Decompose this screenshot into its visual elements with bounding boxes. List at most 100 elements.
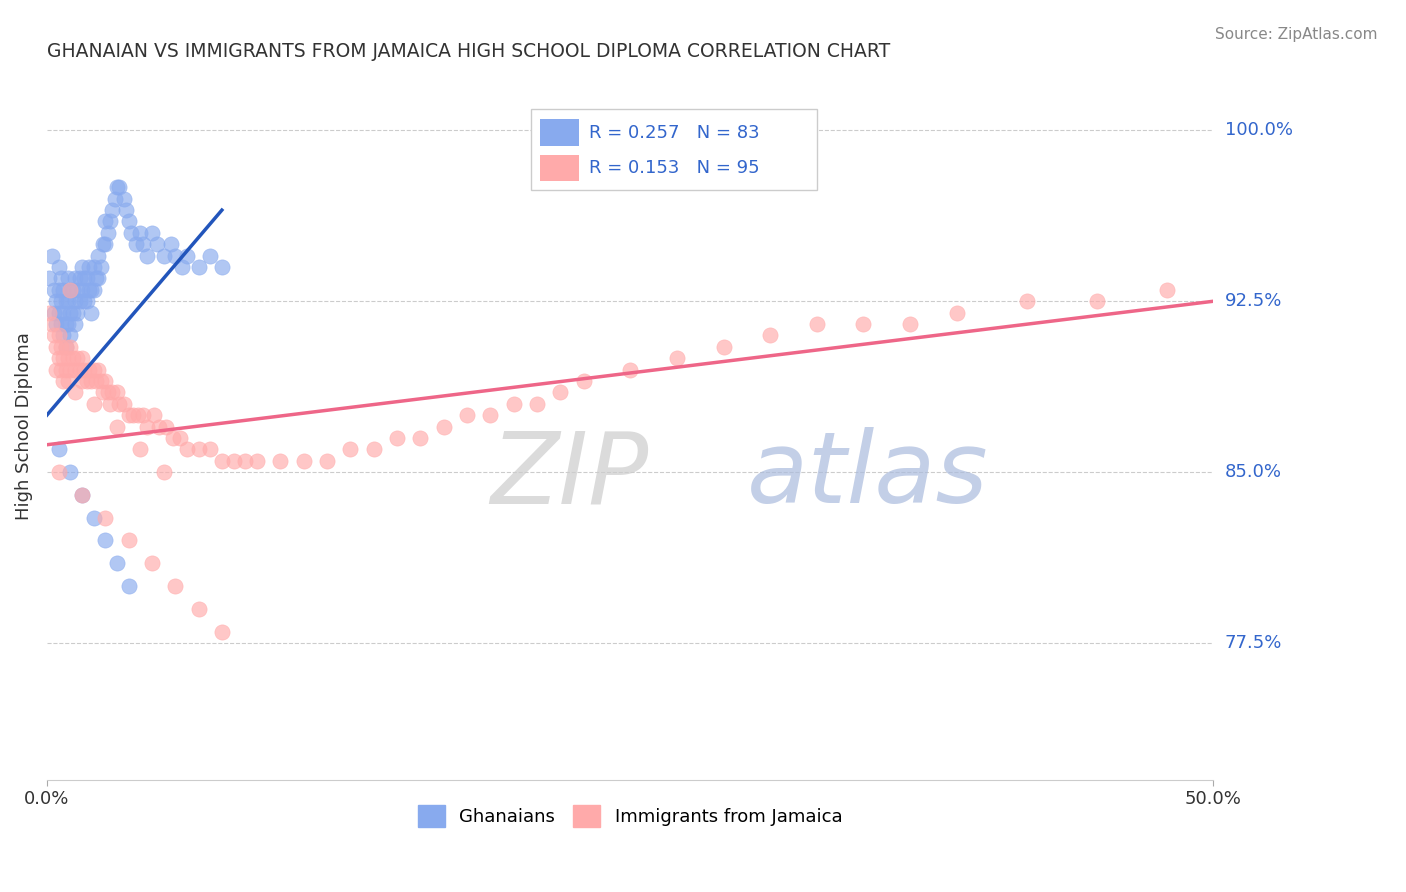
Point bbox=[73, 362, 96, 376]
Point bbox=[176, 249, 198, 263]
Point bbox=[70, 283, 93, 297]
Point bbox=[269, 453, 291, 467]
Point bbox=[1156, 283, 1178, 297]
Point bbox=[852, 317, 875, 331]
Text: 100.0%: 100.0% bbox=[1225, 121, 1292, 139]
Point bbox=[105, 419, 128, 434]
Point bbox=[117, 214, 139, 228]
Point bbox=[48, 442, 70, 457]
Point bbox=[162, 431, 184, 445]
Point bbox=[713, 340, 735, 354]
Point bbox=[80, 374, 103, 388]
Point bbox=[59, 465, 82, 479]
Point bbox=[66, 351, 89, 366]
Point bbox=[83, 397, 105, 411]
Point bbox=[339, 442, 361, 457]
Point bbox=[55, 340, 77, 354]
Point bbox=[42, 283, 65, 297]
Point bbox=[148, 419, 170, 434]
Point bbox=[63, 362, 86, 376]
Point bbox=[41, 249, 63, 263]
Text: 77.5%: 77.5% bbox=[1225, 634, 1282, 652]
Point bbox=[117, 533, 139, 548]
Point bbox=[63, 294, 86, 309]
Point bbox=[63, 385, 86, 400]
Point bbox=[87, 362, 110, 376]
Point bbox=[73, 271, 96, 285]
Point bbox=[38, 271, 60, 285]
Point bbox=[108, 180, 131, 194]
Point bbox=[124, 237, 146, 252]
Point bbox=[48, 283, 70, 297]
Point bbox=[56, 351, 79, 366]
Point bbox=[122, 408, 145, 422]
Point bbox=[200, 442, 222, 457]
Point bbox=[94, 533, 117, 548]
Point bbox=[59, 305, 82, 319]
Point bbox=[211, 260, 233, 274]
Legend: Ghanaians, Immigrants from Jamaica: Ghanaians, Immigrants from Jamaica bbox=[411, 797, 849, 834]
Point bbox=[112, 192, 135, 206]
Point bbox=[117, 408, 139, 422]
Point bbox=[49, 271, 72, 285]
Point bbox=[45, 294, 67, 309]
Point bbox=[90, 374, 112, 388]
Text: GHANAIAN VS IMMIGRANTS FROM JAMAICA HIGH SCHOOL DIPLOMA CORRELATION CHART: GHANAIAN VS IMMIGRANTS FROM JAMAICA HIGH… bbox=[46, 42, 890, 61]
Point bbox=[76, 374, 98, 388]
Point bbox=[105, 556, 128, 570]
Point bbox=[42, 328, 65, 343]
Point bbox=[94, 214, 117, 228]
Point bbox=[409, 431, 432, 445]
Point bbox=[70, 260, 93, 274]
Point bbox=[55, 362, 77, 376]
Point bbox=[45, 317, 67, 331]
Point bbox=[52, 328, 75, 343]
Point bbox=[187, 601, 209, 615]
Point bbox=[73, 294, 96, 309]
Point bbox=[59, 340, 82, 354]
Point bbox=[48, 351, 70, 366]
Point bbox=[96, 226, 118, 240]
Point bbox=[98, 397, 121, 411]
Point bbox=[83, 283, 105, 297]
Text: R = 0.257   N = 83: R = 0.257 N = 83 bbox=[589, 124, 761, 142]
Point bbox=[898, 317, 921, 331]
Point bbox=[52, 305, 75, 319]
Point bbox=[165, 249, 187, 263]
Point bbox=[70, 351, 93, 366]
Point bbox=[77, 283, 100, 297]
Point bbox=[155, 419, 177, 434]
Text: 85.0%: 85.0% bbox=[1225, 463, 1282, 481]
Text: 92.5%: 92.5% bbox=[1225, 293, 1282, 310]
Point bbox=[152, 249, 174, 263]
Point bbox=[76, 294, 98, 309]
Point bbox=[48, 260, 70, 274]
Point bbox=[55, 340, 77, 354]
Point bbox=[211, 624, 233, 639]
Point bbox=[49, 340, 72, 354]
Point bbox=[48, 305, 70, 319]
Point bbox=[115, 203, 138, 218]
Point bbox=[363, 442, 385, 457]
Point bbox=[131, 408, 153, 422]
Point bbox=[946, 305, 969, 319]
Point bbox=[432, 419, 454, 434]
Point bbox=[49, 362, 72, 376]
Text: Source: ZipAtlas.com: Source: ZipAtlas.com bbox=[1215, 27, 1378, 42]
Point bbox=[69, 271, 91, 285]
Point bbox=[59, 328, 82, 343]
Point bbox=[77, 260, 100, 274]
Point bbox=[56, 294, 79, 309]
Point bbox=[131, 237, 153, 252]
Point bbox=[52, 374, 75, 388]
Point bbox=[548, 385, 571, 400]
Point bbox=[1015, 294, 1038, 309]
Point bbox=[143, 408, 166, 422]
Text: R = 0.153   N = 95: R = 0.153 N = 95 bbox=[589, 159, 761, 177]
Text: ZIP: ZIP bbox=[491, 427, 648, 524]
Point bbox=[49, 317, 72, 331]
Point bbox=[84, 374, 107, 388]
Point bbox=[806, 317, 828, 331]
Point bbox=[91, 385, 114, 400]
Point bbox=[120, 226, 142, 240]
